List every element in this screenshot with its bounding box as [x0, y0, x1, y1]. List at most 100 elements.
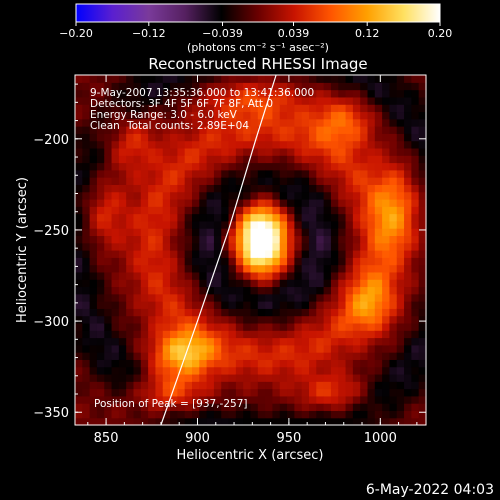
- heatmap-cell: [133, 315, 142, 324]
- heatmap-cell: [82, 162, 91, 171]
- heatmap-cell: [250, 228, 259, 237]
- heatmap-cell: [404, 301, 412, 309]
- heatmap-cell: [389, 82, 398, 91]
- heatmap-cell: [228, 308, 237, 317]
- heatmap-cell: [104, 96, 113, 105]
- heatmap-cell: [96, 191, 105, 200]
- heatmap-cell: [148, 395, 157, 404]
- heatmap-cell: [418, 264, 427, 273]
- heatmap-cell: [382, 82, 391, 91]
- heatmap-cell: [396, 82, 405, 91]
- heatmap-cell: [111, 286, 120, 295]
- heatmap-cell: [184, 403, 193, 412]
- heatmap-cell: [89, 140, 98, 149]
- heatmap-cell: [235, 293, 244, 302]
- heatmap-cell: [184, 104, 193, 113]
- heatmap-cell: [272, 169, 281, 178]
- heatmap-cell: [316, 264, 325, 273]
- heatmap-cell: [206, 75, 215, 83]
- heatmap-cell: [82, 308, 91, 317]
- heatmap-cell: [221, 213, 230, 222]
- heatmap-cell: [389, 228, 398, 237]
- heatmap-cell: [140, 264, 149, 273]
- heatmap-cell: [338, 315, 347, 324]
- heatmap-cell: [250, 198, 259, 207]
- heatmap-cell: [345, 75, 354, 83]
- heatmap-cell: [338, 89, 347, 98]
- heatmap-cell: [250, 395, 259, 404]
- heatmap-cell: [250, 410, 259, 419]
- heatmap-cell: [279, 89, 288, 98]
- heatmap-cell: [192, 140, 200, 149]
- heatmap-cell: [148, 403, 157, 412]
- heatmap-cell: [118, 169, 127, 178]
- heatmap-cell: [294, 118, 303, 127]
- heatmap-cell: [199, 162, 208, 171]
- heatmap-cell: [148, 184, 157, 193]
- heatmap-cell: [170, 279, 178, 288]
- heatmap-cell: [177, 308, 186, 317]
- heatmap-cell: [360, 89, 369, 98]
- heatmap-cell: [243, 184, 252, 193]
- heatmap-cell: [360, 410, 369, 419]
- heatmap-cell: [170, 213, 178, 222]
- heatmap-cell: [118, 293, 127, 302]
- heatmap-cell: [279, 366, 288, 375]
- heatmap-cell: [111, 96, 120, 105]
- heatmap-cell: [126, 220, 135, 229]
- heatmap-cell: [301, 198, 310, 207]
- heatmap-cell: [243, 96, 252, 105]
- heatmap-cell: [111, 403, 120, 412]
- heatmap-cell: [352, 330, 361, 339]
- heatmap-cell: [111, 75, 120, 83]
- heatmap-cell: [360, 257, 369, 266]
- heatmap-cell: [75, 155, 83, 164]
- heatmap-cell: [96, 352, 105, 360]
- heatmap-cell: [177, 140, 186, 149]
- heatmap-cell: [330, 366, 339, 375]
- heatmap-cell: [287, 359, 295, 368]
- heatmap-cell: [411, 410, 420, 419]
- heatmap-cell: [177, 133, 186, 142]
- heatmap-cell: [96, 359, 105, 368]
- heatmap-cell: [133, 301, 142, 309]
- heatmap-cell: [184, 271, 193, 280]
- heatmap-cell: [360, 352, 369, 360]
- heatmap-cell: [206, 169, 215, 178]
- heatmap-cell: [404, 89, 412, 98]
- heatmap-cell: [279, 286, 288, 295]
- heatmap-cell: [162, 410, 171, 419]
- heatmap-cell: [330, 213, 339, 222]
- heatmap-cell: [294, 395, 303, 404]
- heatmap-cell: [162, 388, 171, 397]
- heatmap-cell: [367, 118, 376, 127]
- heatmap-cell: [82, 235, 91, 244]
- heatmap-cell: [382, 366, 391, 375]
- heatmap-cell: [243, 235, 252, 244]
- heatmap-cell: [75, 417, 83, 426]
- heatmap-cell: [418, 381, 427, 390]
- heatmap-cell: [265, 228, 274, 237]
- heatmap-cell: [418, 155, 427, 164]
- heatmap-cell: [367, 184, 376, 193]
- heatmap-cell: [213, 198, 222, 207]
- heatmap-cell: [418, 228, 427, 237]
- heatmap-cell: [162, 366, 171, 375]
- heatmap-cell: [199, 75, 208, 83]
- heatmap-cell: [272, 89, 281, 98]
- heatmap-cell: [126, 147, 135, 156]
- heatmap-cell: [192, 118, 200, 127]
- heatmap-cell: [228, 89, 237, 98]
- heatmap-cell: [126, 271, 135, 280]
- heatmap-cell: [243, 89, 252, 98]
- heatmap-cell: [338, 147, 347, 156]
- heatmap-cell: [228, 162, 237, 171]
- heatmap-cell: [82, 82, 91, 91]
- heatmap-cell: [148, 257, 157, 266]
- heatmap-cell: [155, 155, 164, 164]
- heatmap-cell: [206, 373, 215, 382]
- heatmap-cell: [199, 191, 208, 200]
- heatmap-cell: [309, 147, 317, 156]
- heatmap-cell: [199, 352, 208, 360]
- heatmap-cell: [345, 301, 354, 309]
